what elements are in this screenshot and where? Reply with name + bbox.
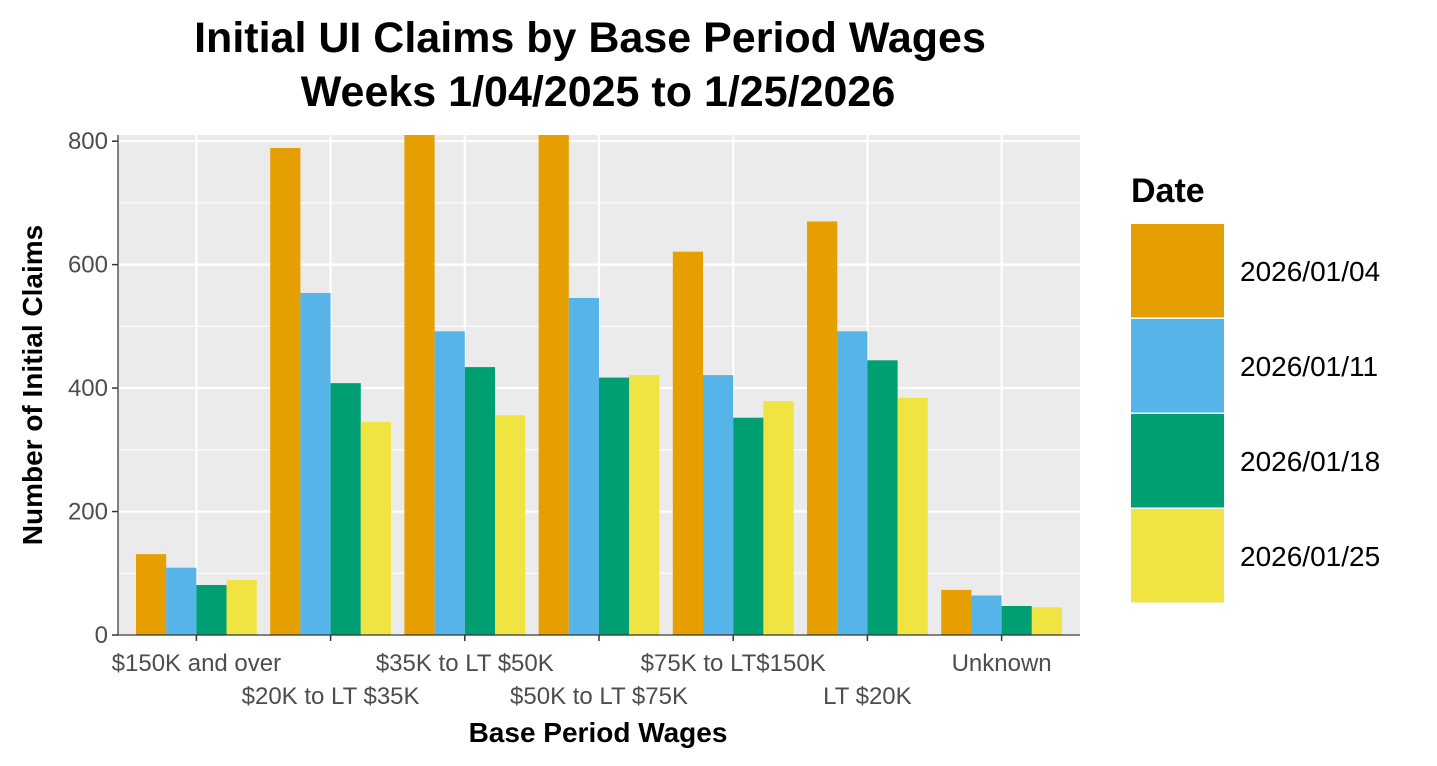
bar bbox=[360, 422, 391, 635]
y-tick-label: 800 bbox=[68, 128, 108, 155]
bar bbox=[971, 595, 1002, 635]
legend: Date 2026/01/04 2026/01/11 2026/01/18 2026/… bbox=[1131, 172, 1380, 603]
y-tick-label: 600 bbox=[68, 252, 108, 279]
x-tick-label: $20K to LT $35K bbox=[242, 683, 420, 710]
bar bbox=[941, 589, 972, 635]
bar bbox=[568, 297, 599, 635]
x-tick-label: $150K and over bbox=[112, 650, 281, 677]
bar bbox=[867, 360, 898, 635]
y-tick-label: 0 bbox=[95, 622, 108, 649]
bars bbox=[136, 135, 1062, 636]
x-tick-label: $50K to LT $75K bbox=[510, 683, 688, 710]
bar bbox=[270, 147, 301, 636]
bar bbox=[897, 397, 928, 635]
bar bbox=[404, 135, 435, 635]
bar bbox=[1001, 605, 1032, 635]
bar bbox=[494, 415, 526, 635]
bar bbox=[226, 580, 257, 635]
bar bbox=[464, 367, 495, 635]
legend-label: 2026/01/18 bbox=[1240, 446, 1380, 477]
legend-label: 2026/01/04 bbox=[1240, 256, 1380, 287]
legend-label: 2026/01/25 bbox=[1240, 541, 1380, 572]
axes: 0 200 400 600 800 $150K and over $20K to LT $3… bbox=[68, 128, 1080, 710]
bar bbox=[703, 375, 734, 635]
bar bbox=[166, 567, 197, 635]
x-tick-label: $75K to LT$150K bbox=[641, 650, 826, 677]
x-tick-label: LT $20K bbox=[823, 683, 912, 710]
y-tick-label: 200 bbox=[68, 499, 108, 526]
y-tick-label: 400 bbox=[68, 375, 108, 402]
bar bbox=[136, 554, 167, 635]
legend-label: 2026/01/11 bbox=[1240, 351, 1378, 382]
x-tick-label: $35K to LT $50K bbox=[376, 650, 554, 677]
chart-subtitle: Weeks 1/04/2025 to 1/25/2026 bbox=[301, 68, 895, 116]
legend-key bbox=[1131, 319, 1224, 413]
legend-key bbox=[1131, 414, 1224, 508]
bar bbox=[330, 383, 361, 635]
bar bbox=[807, 221, 838, 636]
bar bbox=[300, 293, 331, 635]
x-tick-label: Unknown bbox=[952, 650, 1052, 677]
bar bbox=[672, 251, 704, 635]
bar bbox=[599, 377, 630, 635]
legend-key bbox=[1131, 509, 1224, 603]
bar bbox=[733, 417, 764, 635]
bar bbox=[629, 375, 660, 635]
bar bbox=[196, 585, 227, 635]
bar bbox=[434, 331, 465, 635]
bar bbox=[837, 331, 868, 635]
y-axis-title: Number of Initial Claims bbox=[17, 225, 48, 546]
chart-title: Initial UI Claims by Base Period Wages bbox=[194, 14, 986, 62]
x-axis-title: Base Period Wages bbox=[469, 717, 728, 748]
bar bbox=[763, 401, 794, 635]
legend-title: Date bbox=[1131, 172, 1205, 210]
legend-key bbox=[1131, 224, 1224, 318]
bar bbox=[538, 135, 569, 635]
bar bbox=[1031, 607, 1062, 635]
